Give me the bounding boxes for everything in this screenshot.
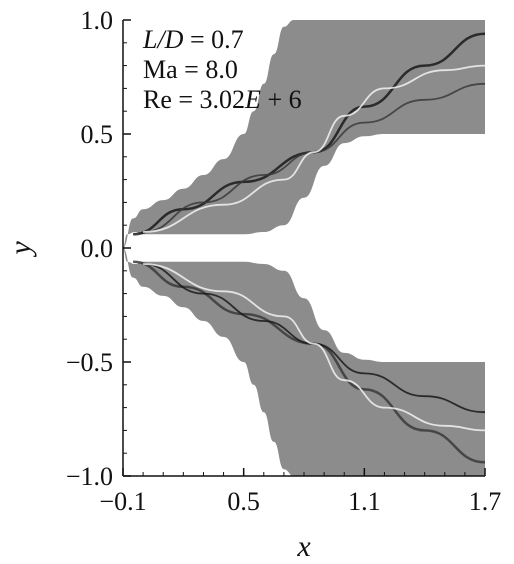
x-tick-label: 1.7 (469, 487, 502, 516)
y-axis-label: y (4, 241, 37, 258)
annotation-ld: L/D = 0.7 (142, 25, 244, 54)
x-tick-label: 0.5 (227, 487, 260, 516)
flow-field-lower-region (123, 248, 485, 476)
y-ticks: 1.0 0.5 0.0 −0.5 −1.0 (66, 6, 131, 491)
shock-line-lower-3 (143, 263, 485, 432)
annotation-block: L/D = 0.7 Ma = 8.0 Re = 3.02E + 6 (142, 25, 302, 114)
x-tick-label: −0.1 (99, 487, 146, 516)
y-tick-label: 1.0 (81, 6, 114, 35)
axes: −0.1 0.5 1.1 1.7 1.0 0.5 0.0 −0.5 −1.0 (66, 6, 501, 516)
flow-field (123, 20, 485, 476)
x-axis-label: x (296, 530, 311, 563)
x-tick-label: 1.1 (348, 487, 381, 516)
annotation-reynolds: Re = 3.02E + 6 (143, 85, 302, 114)
y-tick-label: 0.0 (81, 234, 114, 263)
y-tick-label: −0.5 (66, 348, 113, 377)
flow-field-upper-region (123, 20, 485, 248)
shock-lines (133, 32, 485, 464)
y-tick-label: −1.0 (66, 462, 113, 491)
y-tick-label: 0.5 (81, 120, 114, 149)
annotation-mach: Ma = 8.0 (143, 55, 238, 84)
x-ticks: −0.1 0.5 1.1 1.7 (99, 468, 501, 516)
shock-line-upper-3 (143, 64, 485, 233)
